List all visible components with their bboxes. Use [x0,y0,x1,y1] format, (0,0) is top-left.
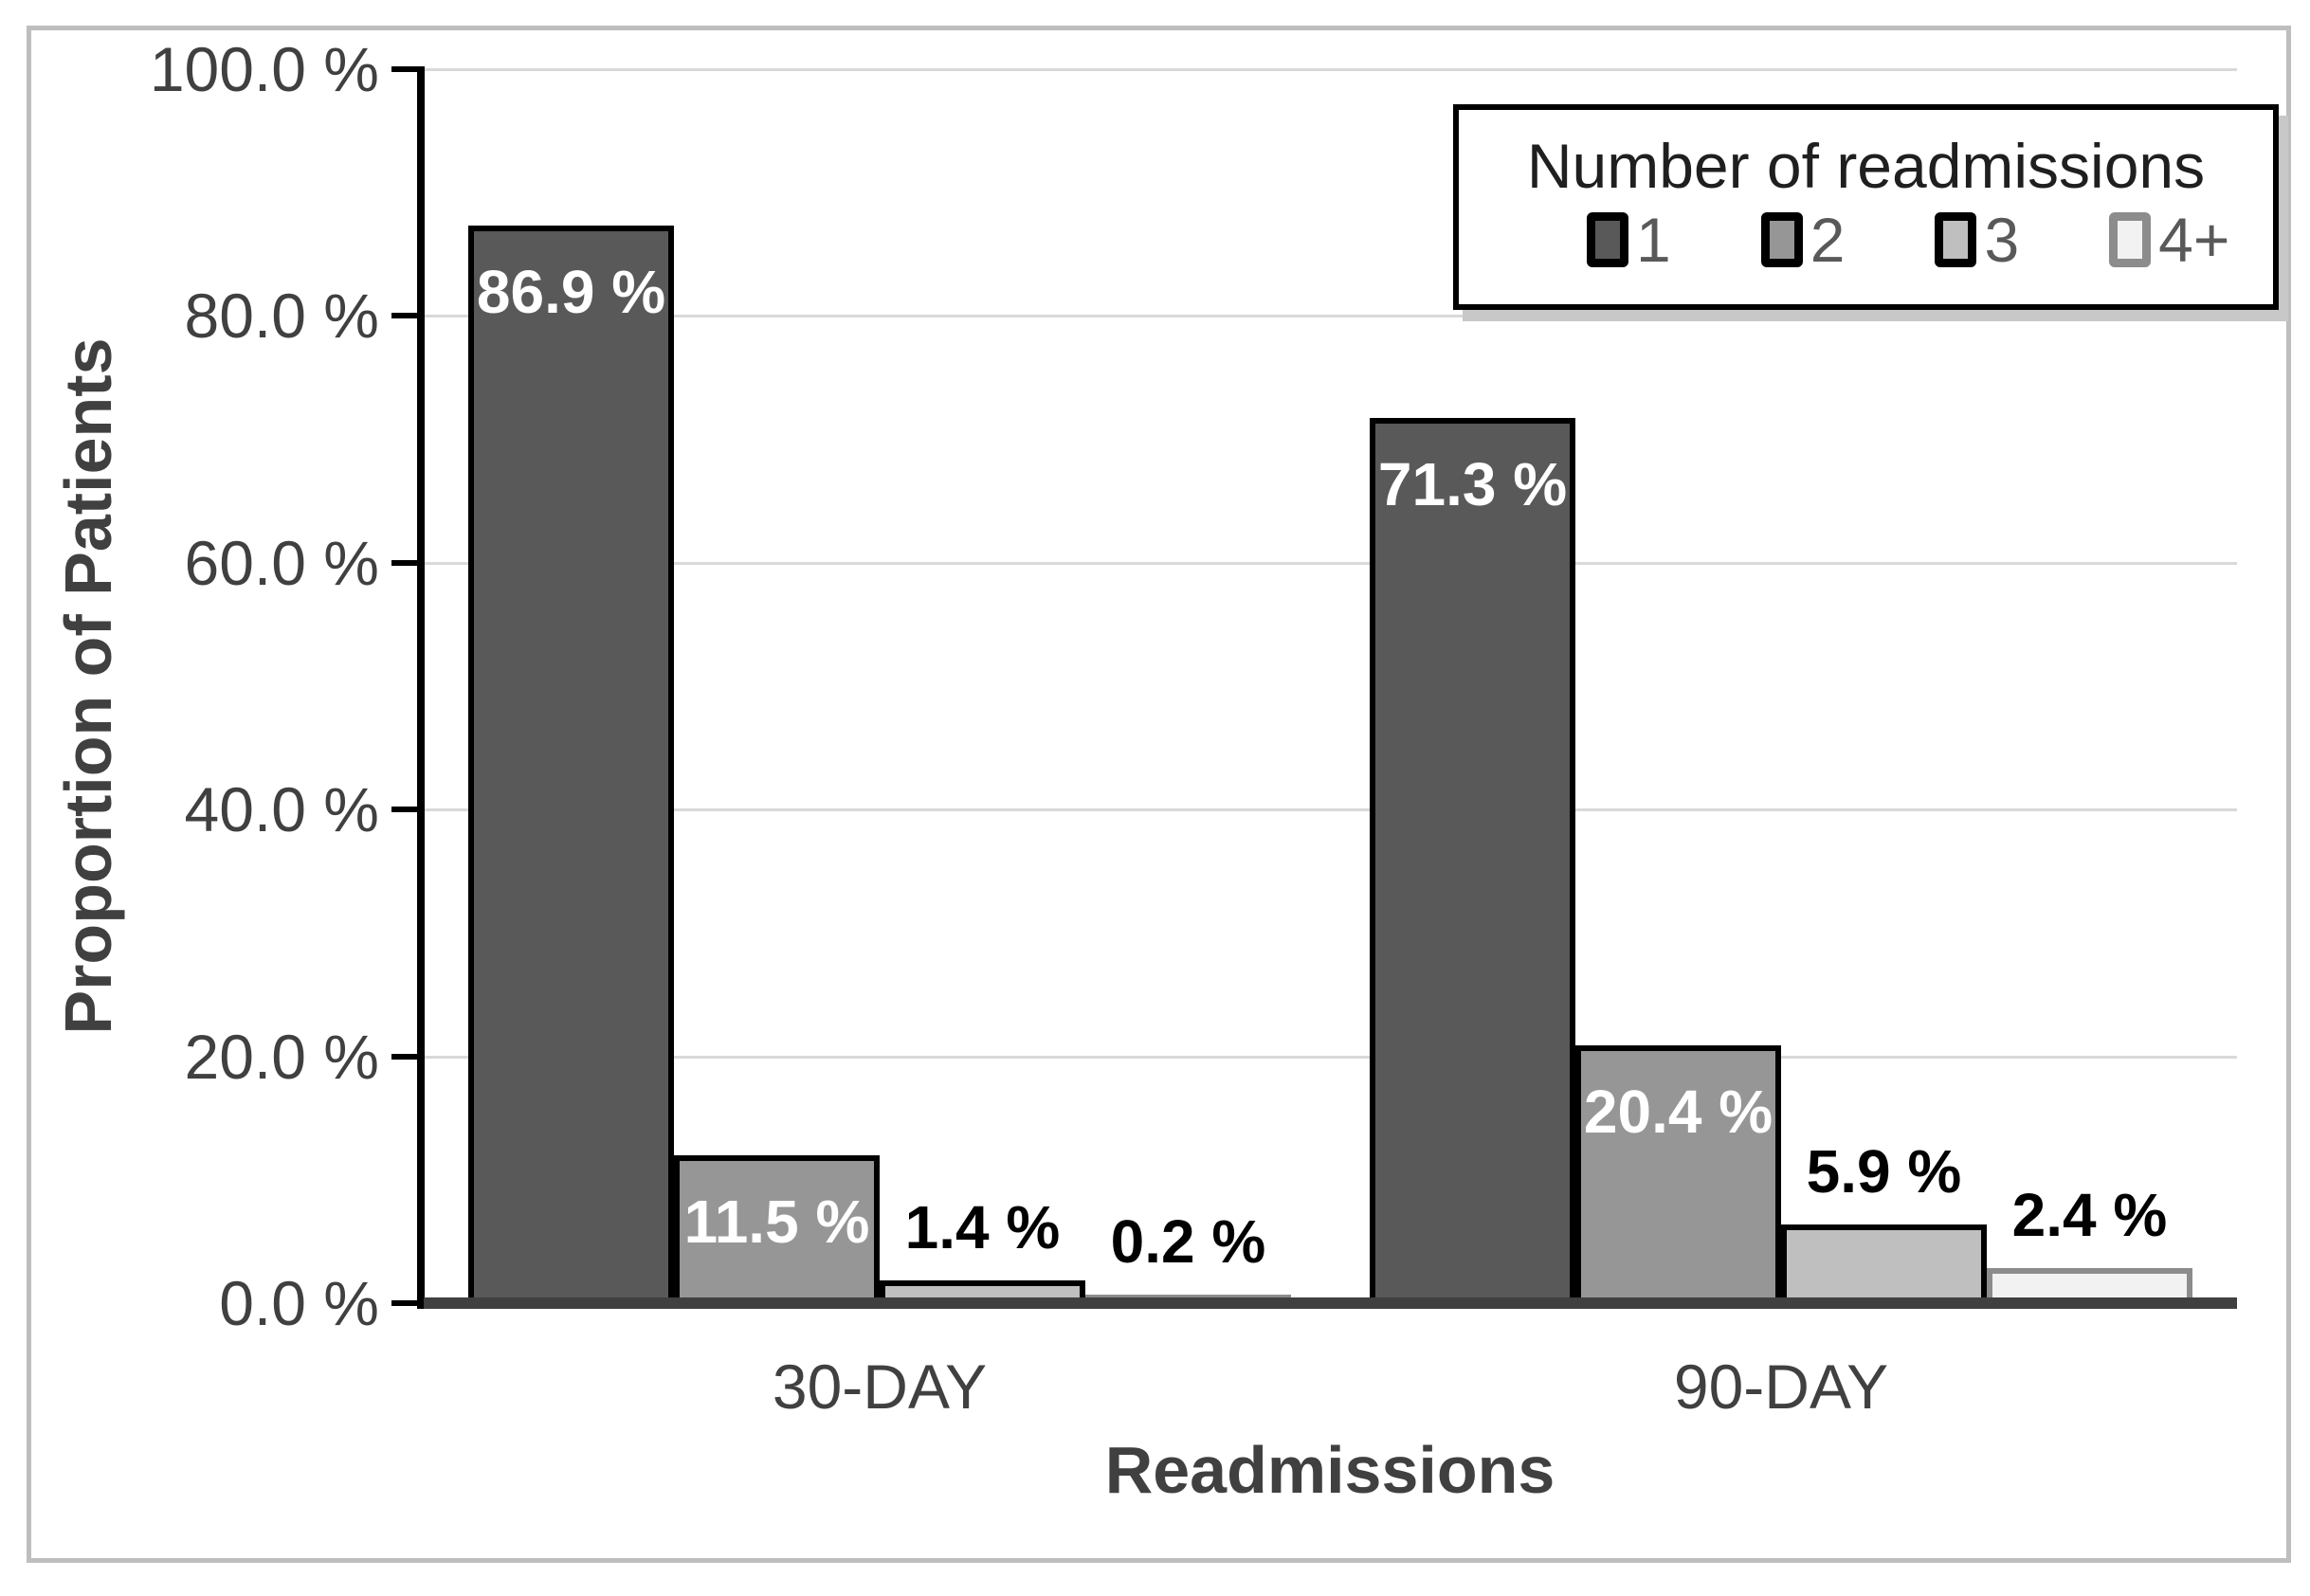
bar-data-label: 11.5 % [683,1188,870,1257]
y-tick-label: 80.0 % [184,281,379,351]
bar-data-label: 1.4 % [904,1192,1061,1261]
bar [468,225,674,1309]
legend-item: 3 [1935,209,2019,271]
y-tick-mark [391,313,425,318]
y-tick-mark [391,1054,425,1060]
y-axis-line [417,66,425,1309]
legend-key-swatch [2109,212,2152,267]
y-tick-mark [391,1300,425,1306]
x-category-label: 90-DAY [1673,1351,1889,1422]
gridline [424,315,2237,317]
y-tick-label: 0.0 % [219,1268,379,1338]
legend-box: Number of readmissions 1 2 3 4+ [1453,104,2279,310]
legend-items: 1 2 3 4+ [1587,209,2273,271]
y-tick-mark [391,807,425,812]
legend-item-label: 1 [1636,205,1671,275]
gridline [424,562,2237,565]
legend-item-label: 4+ [2158,205,2230,275]
legend-item-label: 3 [1984,205,2020,275]
y-tick-label: 20.0 % [184,1022,379,1092]
bar-data-label: 0.2 % [1110,1207,1266,1277]
bar [674,1155,880,1309]
y-tick-label: 60.0 % [184,528,379,598]
legend-key-swatch [1935,212,1977,267]
gridline [424,68,2237,71]
bar-data-label: 86.9 % [476,257,666,326]
y-axis-title-text: Proportion of Patients [51,337,125,1035]
x-category-label: 30-DAY [772,1351,988,1422]
y-tick-mark [391,560,425,566]
x-axis-title: Readmissions [1104,1433,1555,1507]
bar-data-label: 5.9 % [1806,1137,1962,1206]
legend-item: 1 [1587,209,1671,271]
legend-item: 4+ [2109,209,2229,271]
y-tick-label: 100.0 % [149,34,379,104]
legend-item-label: 2 [1810,205,1846,275]
legend-key-swatch [1760,212,1803,267]
legend-key-swatch [1587,212,1628,267]
x-axis-line [424,1297,2237,1309]
gridline [424,808,2237,811]
bar-data-label: 2.4 % [2011,1180,2168,1249]
legend-title: Number of readmissions [1526,131,2206,201]
bar-data-label: 71.3 % [1377,449,1568,518]
bar [1575,1045,1781,1309]
y-tick-label: 40.0 % [184,774,379,844]
bar [1370,417,1575,1309]
legend-item: 2 [1760,205,1846,275]
y-tick-mark [391,66,425,72]
bar-data-label: 20.4 % [1583,1078,1773,1147]
gridline [424,1056,2237,1059]
